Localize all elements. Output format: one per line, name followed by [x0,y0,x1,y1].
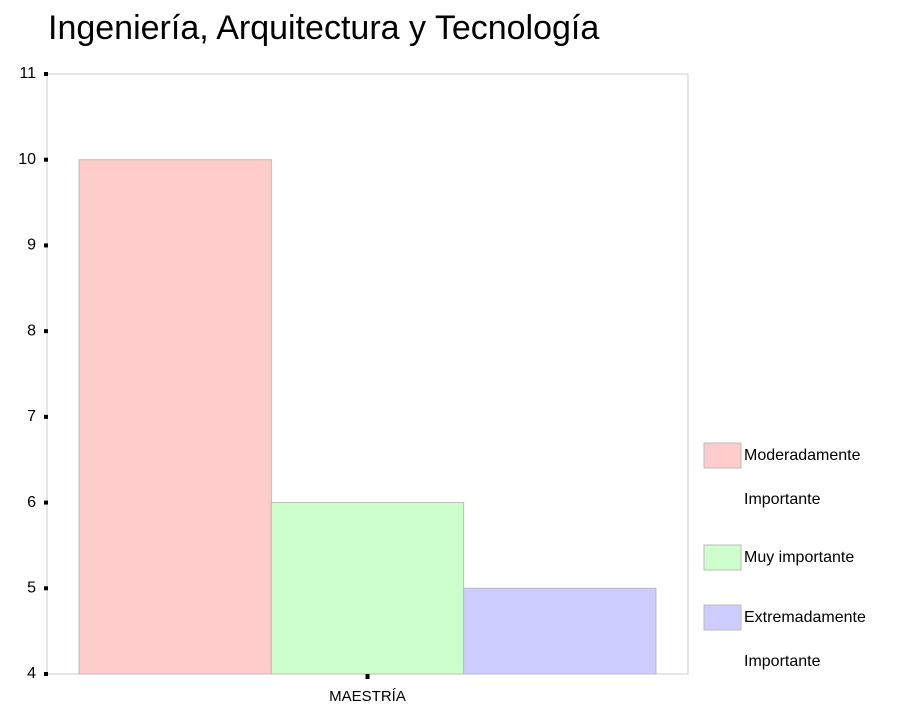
x-tick-label: MAESTRÍA [329,688,406,705]
y-tick-mark [44,157,48,162]
y-tick-label: 4 [27,665,36,682]
y-tick-mark [44,672,48,676]
y-tick-label: 5 [27,580,36,597]
y-tick-label: 6 [27,494,36,511]
chart-title: Ingeniería, Arquitectura y Tecnología [48,9,599,47]
y-tick-mark [44,586,48,591]
y-tick-mark [44,243,48,248]
bar [78,159,272,675]
y-tick-label: 7 [27,408,36,425]
legend-swatch [703,544,742,571]
y-tick-label: 11 [19,65,36,82]
y-tick-mark [44,500,48,505]
y-tick-mark [44,72,48,76]
legend-label: Extremadamente Importante [744,609,866,670]
x-tick-mark [365,674,370,679]
y-tick-label: 10 [18,151,36,168]
y-tick-mark [44,414,48,419]
legend-swatch [703,442,742,469]
legend-label: Moderadamente Importante [744,447,861,508]
y-tick-label: 8 [27,322,36,339]
legend-swatch [703,604,742,631]
y-tick-label: 9 [27,237,36,254]
bar [463,587,657,675]
legend-label: Muy importante [744,549,855,566]
bar [270,502,465,675]
y-tick-mark [44,329,48,334]
